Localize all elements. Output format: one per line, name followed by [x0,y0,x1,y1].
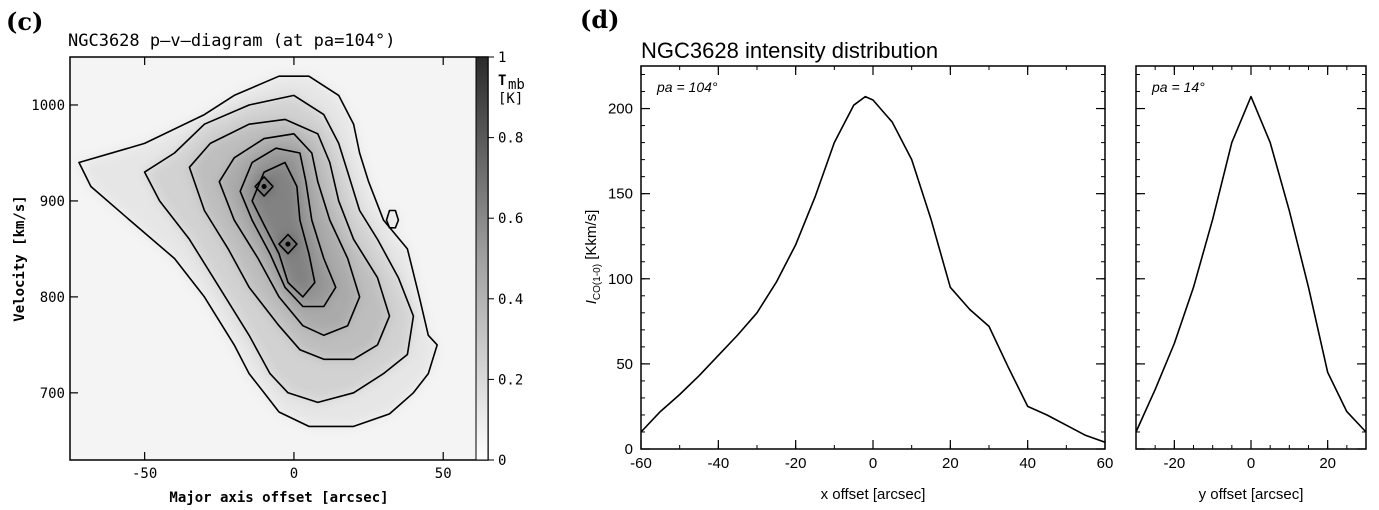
ylabel-unit: [Kkm/s] [583,210,600,264]
intensity-major-frame [640,65,1106,450]
panel-letter-d: (d) [580,5,620,34]
intensity-minor-xtick-label-0: -20 [1163,455,1185,472]
pv-xtick-label-2: 50 [435,466,452,482]
pv-plot: -50 0 50 700 800 900 1000 Major axis offset [ar… [12,50,525,506]
colorbar-tick-label-5: 1 [498,50,506,66]
panel-letter-c: (c) [6,7,43,36]
ylabel-main: I [583,300,600,304]
pv-xlabel: Major axis offset [arcsec] [169,490,388,506]
pv-xtick-label-0: -50 [132,466,157,482]
intensity-minor-xlabel: y offset [arcsec] [1199,486,1304,503]
intensity-major-annotation: pa = 104° [656,79,718,95]
colorbar-label-sub: mb [508,77,525,93]
pv-ytick-label-2: 900 [40,194,65,210]
intensity-minor-xtick-label-1: 0 [1247,455,1255,472]
pv-contour-3 [218,133,361,337]
intensity-major-ylabel: ICO(1-0) [Kkm/s] [583,210,603,304]
intensity-minor-frame [1135,65,1367,450]
pv-contour-lines [78,75,438,428]
pv-xtick-label-1: 0 [290,466,298,482]
colorbar-label: T [498,73,506,89]
colorbar [475,56,489,461]
pv-fill-8 [386,210,399,228]
intensity-major-xtick-label-6: 60 [1097,455,1114,472]
intensity-major-xtick-label-3: 0 [869,455,877,472]
colorbar-tick-label-0: 0 [498,453,506,469]
pv-ytick-label-3: 1000 [31,98,65,114]
intensity-minor-plot: -20 0 20 pa = 14° y offset [arcsec] [1135,65,1367,503]
intensity-major-plot: -60 -40 -20 0 20 40 60 0 50 100 150 200 pa = 104° x o… [583,65,1114,503]
intensity-major-xlabel: x offset [arcsec] [821,486,926,503]
pv-contour-8 [385,209,400,229]
intensity-major-ytick-label-1: 50 [616,356,633,373]
pv-peak-0 [261,184,267,190]
intensity-major-ytick-label-3: 150 [608,186,633,203]
pv-contour-6 [254,176,274,197]
pv-contour-0 [78,75,438,428]
intensity-title: NGC3628 intensity distribution [641,38,938,63]
colorbar-tick-label-1: 0.2 [498,372,523,388]
colorbar-tick-label-2: 0.4 [498,292,523,308]
pv-contour-4 [239,147,337,308]
intensity-major-ytick-label-2: 100 [608,271,633,288]
pv-contour-5 [251,161,316,298]
intensity-minor-annotation: pa = 14° [1151,79,1205,95]
pv-ytick-label-1: 800 [40,290,65,306]
pv-ytick-label-0: 700 [40,386,65,402]
intensity-major-xtick-label-2: -20 [785,455,807,472]
colorbar-tick-label-4: 0.8 [498,131,523,147]
pv-contour-2 [188,118,391,361]
pv-title: NGC3628 p–v–diagram (at pa=104°) [68,31,396,51]
colorbar-tick-label-3: 0.6 [498,211,523,227]
pv-contour-1 [143,94,415,404]
intensity-major-xtick-label-4: 20 [942,455,959,472]
intensity-minor-xtick-label-2: 20 [1319,455,1336,472]
colorbar-unit: [K] [498,91,523,107]
pv-peak-1 [285,241,291,247]
pv-ylabel: Velocity [km/s] [12,195,28,321]
pv-fill-5 [252,162,315,297]
ylabel-sub: CO(1-0) [592,264,603,300]
intensity-major-xtick-label-0: -60 [630,455,652,472]
pv-contour-7 [278,233,298,255]
intensity-major-line [641,95,1105,443]
intensity-major-ytick-label-4: 200 [608,101,633,118]
intensity-major-xtick-label-1: -40 [707,455,729,472]
intensity-minor-line [1136,95,1366,433]
intensity-major-xtick-label-5: 40 [1019,455,1036,472]
intensity-major-ytick-label-0: 0 [625,441,633,458]
